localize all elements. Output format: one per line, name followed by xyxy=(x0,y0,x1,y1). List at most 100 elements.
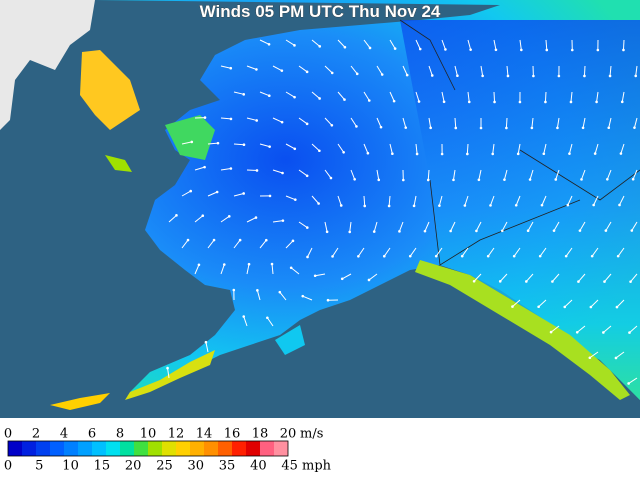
arrow-head xyxy=(606,177,609,181)
arrow-shaft xyxy=(564,299,573,308)
arrow-shaft xyxy=(315,273,326,277)
arrow-shaft xyxy=(454,65,458,76)
arrow-head xyxy=(242,93,246,96)
mph-tick-label: 30 xyxy=(187,459,204,474)
arrow-head xyxy=(255,169,259,172)
chukotka xyxy=(0,0,95,130)
arrow-head xyxy=(538,254,542,258)
arrow-shaft xyxy=(541,195,547,206)
arrow-shaft xyxy=(424,221,430,232)
arrow-head xyxy=(438,204,441,207)
arrow-head xyxy=(580,178,583,181)
arrow-shaft xyxy=(181,190,191,197)
arrow-head xyxy=(329,176,333,180)
st-lawrence xyxy=(105,155,132,172)
arrow-head xyxy=(430,74,434,77)
arrow-head xyxy=(216,141,220,145)
arrow-head xyxy=(318,97,321,100)
arrow-shaft xyxy=(608,117,612,128)
arrow-head xyxy=(343,98,346,101)
ms-tick-label: 18 xyxy=(252,427,269,442)
arrow-head xyxy=(556,126,559,130)
arrow-head xyxy=(429,126,432,130)
arrow-head xyxy=(506,74,510,78)
arrow-shaft xyxy=(388,195,391,207)
arrow-shaft xyxy=(529,169,534,180)
arrow-head xyxy=(452,178,455,182)
arrow-head xyxy=(604,229,608,232)
arrow-head xyxy=(466,152,469,156)
legend-swatch xyxy=(176,441,190,456)
legend-border xyxy=(7,440,289,457)
arrow-head xyxy=(166,366,169,370)
arrow-shaft xyxy=(337,195,342,206)
arrow-head xyxy=(477,178,481,182)
arrow-shaft xyxy=(363,143,369,154)
arrow-shaft xyxy=(582,117,586,128)
arrow-shaft xyxy=(376,65,383,75)
arrow-shaft xyxy=(350,117,357,127)
arrow-shaft xyxy=(246,264,250,275)
arrow-shaft xyxy=(604,273,612,282)
arrow-head xyxy=(633,126,636,129)
legend-swatch xyxy=(204,441,218,456)
arrow-shaft xyxy=(617,247,625,257)
arrow-head xyxy=(444,48,447,51)
arrow-head xyxy=(569,100,573,104)
arrow-shaft xyxy=(427,169,430,181)
arrow-shaft xyxy=(220,65,231,69)
arrow-head xyxy=(305,174,309,178)
arrow-shaft xyxy=(337,39,346,48)
ms-tick-label: 4 xyxy=(60,427,68,442)
arrow-head xyxy=(203,116,207,119)
arrow-shaft xyxy=(332,247,339,257)
arrow-head xyxy=(554,178,558,181)
arrow-head xyxy=(590,254,594,258)
arrow-head xyxy=(267,94,271,98)
arrow-head xyxy=(486,254,490,258)
arrow-head xyxy=(222,263,226,266)
arrow-shaft xyxy=(363,195,366,207)
arrow-head xyxy=(588,356,592,360)
arrow-head xyxy=(393,47,397,50)
arrow-head xyxy=(189,189,193,193)
arrow-shaft xyxy=(272,220,283,223)
arrow-head xyxy=(596,48,600,52)
arrow-head xyxy=(595,100,598,104)
arrow-shaft xyxy=(473,273,482,282)
arrow-shaft xyxy=(311,91,320,99)
arrow-head xyxy=(342,150,345,154)
arrow-shaft xyxy=(499,273,508,282)
arrow-head xyxy=(242,143,246,147)
arrow-shaft xyxy=(243,316,248,327)
arrow-head xyxy=(382,254,386,258)
arrow-shaft xyxy=(363,39,371,49)
arrow-shaft xyxy=(628,377,638,384)
arrow-head xyxy=(564,254,568,258)
arrow-shaft xyxy=(311,39,321,47)
arrow-head xyxy=(242,315,246,318)
arrow-shaft xyxy=(441,39,446,50)
arrow-shaft xyxy=(233,91,244,95)
arrow-head xyxy=(493,100,496,104)
arrow-head xyxy=(514,203,518,207)
mph-tick-label: 25 xyxy=(156,459,173,474)
arrow-head xyxy=(498,280,502,283)
arrow-head xyxy=(552,229,556,232)
mph-tick-label: 10 xyxy=(62,459,79,474)
arrow-head xyxy=(426,178,430,182)
arrow-head xyxy=(405,73,409,77)
arrow-shaft xyxy=(383,247,391,257)
arrow-head xyxy=(511,305,514,308)
arrow-shaft xyxy=(233,239,241,249)
legend-swatch xyxy=(274,441,288,456)
arrow-head xyxy=(387,204,391,208)
arrow-head xyxy=(266,316,269,320)
arrow-head xyxy=(408,254,412,258)
arrow-shaft xyxy=(591,247,599,257)
arrow-head xyxy=(489,204,492,207)
arrow-head xyxy=(293,95,296,99)
arrow-head xyxy=(540,203,544,207)
arrow-shaft xyxy=(337,91,345,100)
arrow-shaft xyxy=(578,273,586,282)
